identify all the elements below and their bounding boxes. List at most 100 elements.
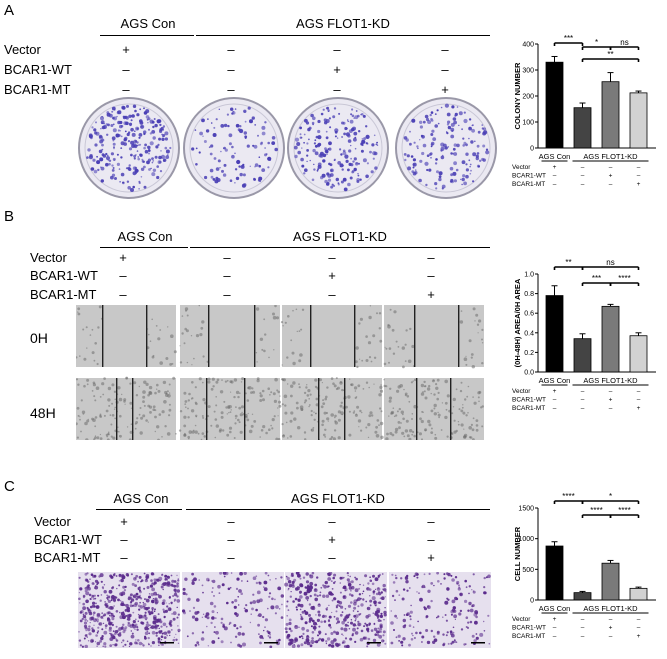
stained-cell: [111, 586, 114, 590]
panel-b-sym: –: [119, 287, 127, 302]
cell: [226, 413, 228, 415]
colony: [204, 175, 208, 180]
stained-cell: [378, 573, 382, 577]
stained-cell: [437, 615, 440, 618]
cell: [396, 389, 400, 393]
cell: [138, 385, 140, 388]
chart-row-symbol: –: [581, 388, 585, 395]
stained-cell: [329, 626, 332, 629]
stained-cell: [91, 582, 95, 585]
colony: [350, 113, 353, 116]
stained-cell: [108, 589, 113, 594]
cell: [91, 351, 95, 355]
chart-row-label: Vector: [512, 164, 531, 171]
stained-cell: [337, 620, 340, 624]
stained-cell: [160, 585, 164, 589]
stained-cell: [93, 618, 97, 623]
stained-cell: [186, 635, 189, 638]
colony: [475, 154, 479, 158]
colony: [138, 180, 141, 183]
colony: [128, 164, 131, 167]
stained-cell: [377, 587, 379, 589]
panel-c-sym: –: [227, 514, 235, 529]
stained-cell: [342, 634, 344, 636]
stained-cell: [89, 622, 91, 624]
cell: [239, 392, 241, 394]
stained-cell: [393, 629, 395, 631]
stained-cell: [300, 617, 304, 621]
cell: [472, 307, 476, 311]
wound-healing-images-svg: [75, 304, 484, 442]
cell: [77, 311, 79, 313]
colony: [362, 114, 366, 118]
colony: [469, 172, 472, 175]
stained-cell: [79, 644, 82, 647]
cell: [304, 438, 307, 441]
stained-cell: [176, 574, 178, 577]
cell: [461, 406, 464, 409]
stained-cell: [358, 587, 361, 590]
colony: [153, 118, 156, 120]
scale-bar: [471, 642, 485, 644]
stained-cell: [102, 645, 104, 648]
colony: [357, 114, 360, 118]
colony: [450, 180, 454, 184]
colony: [444, 103, 449, 108]
stained-cell: [350, 590, 352, 592]
stained-cell: [145, 618, 147, 621]
cell: [418, 432, 422, 436]
colony: [453, 179, 457, 183]
colony: [341, 121, 344, 125]
colony: [434, 162, 438, 165]
cell: [238, 421, 241, 424]
cell: [105, 433, 108, 436]
panel-b-chart: (0H-48H) AREA/0H AREA 0.0 0.2 0.4 0.6 0.8 1.0 *…: [508, 238, 667, 428]
stained-cell: [355, 577, 358, 581]
stained-cell: [166, 605, 169, 608]
cell: [339, 404, 343, 408]
cell: [368, 315, 372, 320]
stained-cell: [237, 596, 239, 598]
cell: [481, 328, 484, 331]
cell: [188, 430, 193, 434]
group-label-control: AGS Con: [539, 604, 571, 613]
colony: [339, 148, 342, 151]
colony: [337, 161, 342, 165]
cell: [286, 356, 289, 359]
time-label-0h: 0H: [30, 330, 48, 346]
colony: [88, 134, 93, 139]
stained-cell: [227, 587, 231, 591]
stained-cell: [170, 629, 173, 631]
cell: [103, 377, 106, 380]
colony: [314, 139, 317, 142]
stained-cell: [316, 594, 319, 598]
stained-cell: [153, 610, 156, 613]
bar: [573, 338, 592, 373]
cell: [77, 312, 81, 316]
stained-cell: [258, 613, 262, 617]
colony: [333, 107, 337, 110]
stained-cell: [292, 600, 295, 603]
panel-a-sym: –: [333, 42, 341, 57]
cell: [154, 415, 157, 419]
cell: [359, 409, 362, 413]
panel-b-row-label-vector: Vector: [30, 250, 67, 265]
cell: [465, 355, 467, 357]
stained-cell: [154, 608, 156, 611]
stained-cell: [414, 572, 419, 576]
chart-row-symbol: –: [581, 633, 585, 640]
stained-cell: [249, 621, 252, 624]
colony: [198, 151, 201, 154]
cell: [281, 378, 285, 381]
stained-cell: [213, 595, 215, 597]
stained-cell: [318, 614, 320, 616]
colony: [148, 152, 150, 155]
group-label-kd: AGS FLOT1-KD: [583, 152, 638, 161]
cell: [421, 438, 423, 441]
colony: [143, 146, 146, 150]
cell: [354, 413, 358, 417]
stained-cell: [433, 584, 435, 587]
colony: [371, 143, 375, 147]
stained-cell: [142, 644, 145, 647]
colony: [88, 155, 93, 160]
